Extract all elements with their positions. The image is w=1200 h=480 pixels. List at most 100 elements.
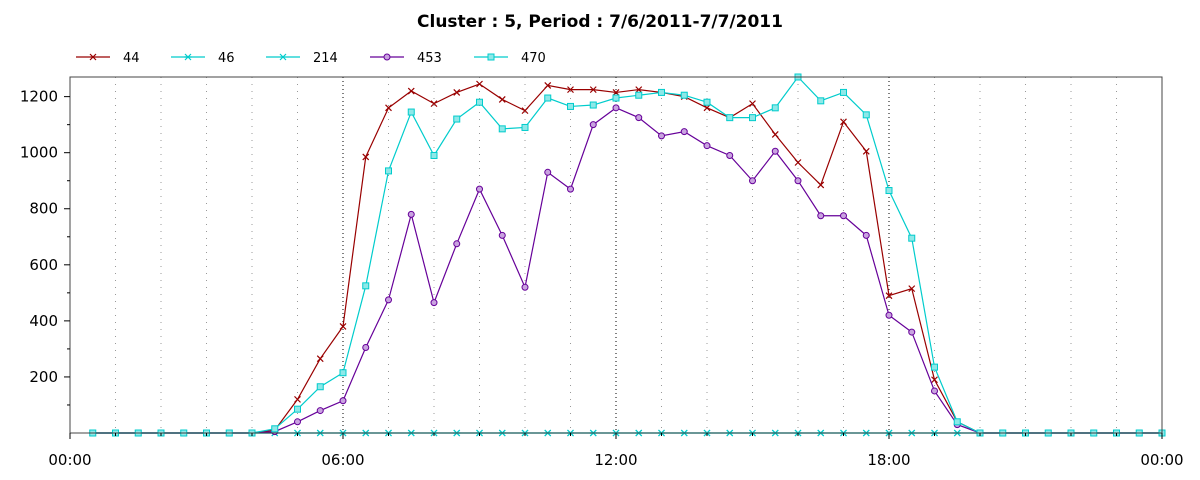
grid [115, 77, 1117, 433]
marker-x [521, 107, 529, 115]
marker-x [453, 88, 461, 96]
data-point [294, 395, 301, 403]
marker-square [840, 88, 847, 96]
marker-x [771, 131, 779, 138]
marker-circle [521, 283, 529, 291]
data-point [794, 159, 802, 166]
data-point [453, 115, 461, 123]
data-point [840, 88, 847, 96]
marker-circle [544, 168, 552, 176]
data-point [931, 387, 938, 395]
data-point [749, 100, 756, 108]
marker-x [635, 86, 643, 94]
marker-x [908, 285, 916, 293]
data-point [703, 142, 711, 150]
marker-square [635, 91, 643, 99]
data-point [589, 101, 597, 109]
data-point [840, 212, 847, 220]
data-point [885, 311, 893, 319]
legend-item: 46 [171, 51, 235, 66]
marker-circle [430, 299, 438, 307]
data-point [89, 53, 97, 61]
data-point [567, 86, 574, 94]
data-point [612, 88, 620, 96]
data-point [908, 328, 916, 336]
legend: 44 46 214 453 470 [76, 51, 546, 66]
data-point [680, 91, 688, 99]
data-point [817, 97, 825, 105]
plot-frame [69, 76, 1163, 434]
axes: 00:00 06:00 12:00 18:00 00:00 200 400 600 800 100… [20, 76, 1184, 469]
data-point [544, 94, 552, 102]
marker-circle [771, 147, 779, 155]
marker-x [589, 86, 597, 94]
data-point [316, 383, 324, 391]
data-point [589, 86, 597, 94]
data-point [953, 418, 961, 426]
data-point [794, 177, 802, 185]
marker-circle [589, 121, 597, 129]
plot-area [89, 73, 1166, 437]
legend-item: 453 [370, 51, 442, 66]
marker-circle [476, 185, 483, 193]
marker-circle [931, 387, 938, 395]
marker-square [362, 282, 370, 290]
marker-circle [385, 296, 392, 304]
y-tick-label: 1200 [20, 88, 58, 106]
data-point [407, 87, 415, 95]
data-point [544, 168, 552, 176]
data-point [294, 405, 301, 413]
marker-circle [749, 177, 756, 185]
data-point [931, 363, 938, 371]
marker-x [316, 355, 324, 363]
y-tick-label: 1000 [20, 144, 58, 162]
marker-square [339, 369, 347, 377]
data-point [339, 397, 347, 405]
data-point [385, 104, 392, 112]
data-point [362, 153, 370, 161]
marker-square [544, 94, 552, 102]
data-point [703, 104, 711, 112]
data-point [430, 299, 438, 307]
marker-circle [635, 114, 643, 122]
data-point [612, 104, 620, 112]
marker-x [498, 96, 506, 103]
data-point [885, 292, 893, 300]
data-point [339, 369, 347, 377]
data-point [840, 118, 847, 126]
legend-label: 470 [521, 51, 546, 66]
marker-square [430, 151, 438, 159]
data-point [385, 167, 392, 175]
marker-square [385, 167, 392, 175]
legend-item: 470 [474, 51, 546, 66]
y-tick-label: 800 [29, 200, 58, 218]
marker-circle [908, 328, 916, 336]
data-point [385, 296, 392, 304]
marker-circle [658, 132, 665, 140]
data-point [749, 177, 756, 185]
data-point [726, 151, 734, 159]
series-line [92, 83, 1162, 434]
marker-square [589, 101, 597, 109]
data-point [771, 104, 779, 112]
x-tick-label: 00:00 [48, 451, 91, 469]
data-point [726, 114, 734, 122]
data-point [316, 355, 324, 363]
data-point [339, 323, 347, 330]
marker-circle [567, 185, 574, 193]
marker-x [862, 147, 870, 155]
data-point [885, 187, 893, 195]
marker-circle [339, 397, 347, 405]
marker-x [885, 292, 893, 300]
marker-asterisk [184, 53, 192, 61]
data-point [589, 121, 597, 129]
data-point [635, 86, 643, 94]
data-point [817, 181, 825, 189]
data-point [521, 107, 529, 115]
data-point [498, 96, 506, 103]
data-point [383, 53, 391, 61]
data-point [658, 132, 665, 140]
y-tick-label: 600 [29, 256, 58, 274]
data-point [430, 151, 438, 159]
marker-square [453, 115, 461, 123]
